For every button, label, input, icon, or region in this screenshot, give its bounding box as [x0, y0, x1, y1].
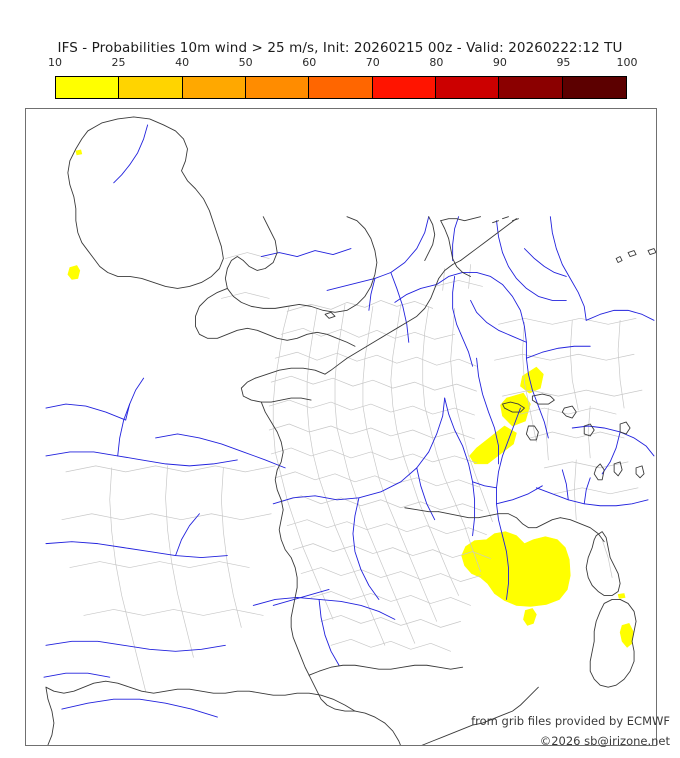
colorbar-segment-90-95 — [499, 77, 563, 98]
colorbar-tick-70: 70 — [365, 56, 380, 69]
colorbar-tick-25: 25 — [111, 56, 126, 69]
contour-corsica-strait-dot — [617, 593, 626, 599]
probability-contours — [67, 149, 634, 648]
colorbar-gradient — [55, 76, 627, 99]
contour-alps-north — [520, 366, 544, 394]
coastlines — [45, 116, 656, 745]
colorbar-tick-labels: 10 25 40 50 60 70 80 90 95 100 — [48, 56, 638, 72]
colorbar-tick-100: 100 — [616, 56, 638, 69]
page-title: IFS - Probabilities 10m wind > 25 m/s, I… — [57, 40, 623, 56]
credit-source: from grib files provided by ECMWF — [471, 714, 670, 728]
contour-gulf-of-lion — [461, 531, 571, 607]
contour-alps-south — [469, 425, 517, 465]
colorbar-tick-95: 95 — [556, 56, 571, 69]
contour-alps-central — [500, 392, 531, 427]
contour-sardinia-east — [619, 623, 634, 648]
colorbar-segment-10-25 — [56, 77, 120, 98]
colorbar-segment-50-60 — [245, 77, 310, 98]
contour-ireland-southwest — [67, 265, 81, 280]
colorbar-tick-80: 80 — [429, 56, 444, 69]
contour-gulf-of-lion-tail — [523, 608, 537, 626]
colorbar-tick-60: 60 — [302, 56, 317, 69]
map-canvas[interactable] — [26, 109, 656, 745]
map-panel[interactable] — [25, 108, 657, 746]
colorbar-segment-80-90 — [435, 77, 500, 98]
colorbar-tick-10: 10 — [48, 56, 62, 69]
contour-ireland-north-dot — [75, 149, 83, 156]
colorbar-segment-40-50 — [182, 77, 246, 98]
admin-boundaries — [61, 252, 643, 692]
colorbar-segment-25-40 — [119, 77, 183, 98]
colorbar-segment-95-100 — [562, 77, 626, 98]
colorbar-tick-40: 40 — [175, 56, 190, 69]
rivers — [43, 124, 655, 718]
colorbar-tick-90: 90 — [492, 56, 507, 69]
colorbar-tick-50: 50 — [238, 56, 253, 69]
colorbar-segment-70-80 — [372, 77, 436, 98]
credit-copyright: ©2026 sb@irizone.net — [539, 734, 670, 748]
colorbar-segment-60-70 — [309, 77, 373, 98]
colorbar-legend: 10 25 40 50 60 70 80 90 95 100 — [48, 56, 638, 102]
